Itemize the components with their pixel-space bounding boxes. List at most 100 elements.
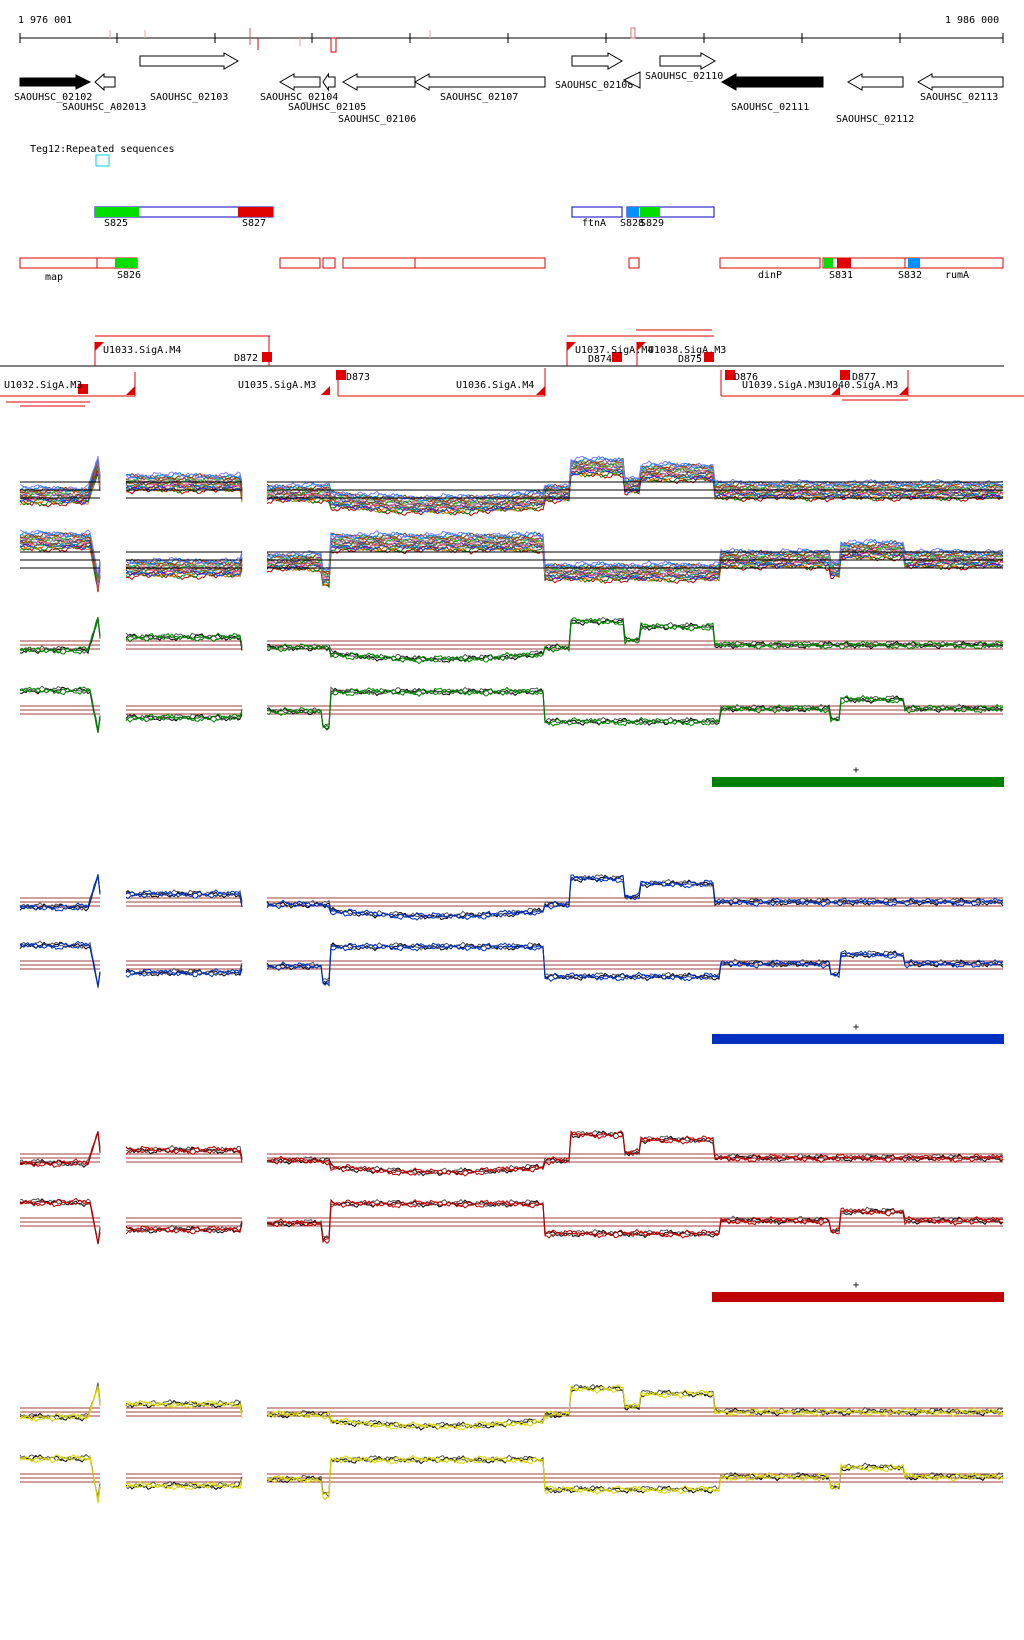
- operon-segment[interactable]: [115, 258, 137, 268]
- gene-arrow[interactable]: [341, 73, 416, 91]
- expression-trace: [125, 1399, 243, 1415]
- promoter-flag[interactable]: [95, 342, 104, 351]
- gene-arrow[interactable]: [139, 52, 240, 70]
- operon-box[interactable]: [279, 257, 321, 269]
- operon-label: map: [45, 272, 63, 283]
- operon-label: S827: [242, 218, 266, 229]
- tu-label: U1040.SigA.M3: [820, 380, 898, 391]
- expression-trace: [19, 686, 101, 731]
- promoter-flag[interactable]: [536, 386, 545, 395]
- operon-label: dinP: [758, 270, 782, 281]
- operon-label: ftnA: [582, 218, 606, 229]
- operon-segment[interactable]: [627, 207, 639, 217]
- gene-arrow[interactable]: [19, 74, 92, 90]
- strand-bar[interactable]: [712, 777, 1004, 787]
- tu-label: U1036.SigA.M4: [456, 380, 534, 391]
- promoter-flag[interactable]: [831, 386, 840, 395]
- expression-trace: [19, 1131, 101, 1167]
- operon-box[interactable]: [322, 257, 336, 269]
- gene-arrow[interactable]: [413, 73, 546, 91]
- expression-trace: [266, 1454, 1004, 1499]
- promoter-flag[interactable]: [321, 386, 330, 395]
- gene-label: SAOUHSC_02110: [645, 71, 723, 82]
- terminator-block[interactable]: [840, 370, 850, 380]
- strand-bar[interactable]: [712, 1292, 1004, 1302]
- operon-box[interactable]: [628, 257, 640, 269]
- expression-trace: [19, 942, 101, 986]
- reverse-strand-plot: [19, 1454, 1004, 1504]
- expression-trace: [19, 1197, 101, 1244]
- forward-strand-plot: [19, 616, 1004, 665]
- ruler-feature-box: [330, 37, 337, 53]
- tu-label: D872: [234, 353, 258, 364]
- expression-trace: [19, 873, 101, 912]
- promoter-flag[interactable]: [637, 342, 646, 351]
- repeat-track: Teg12:Repeated sequences: [30, 144, 175, 167]
- expression-trace: [266, 617, 1004, 663]
- expression-trace: [266, 1130, 1004, 1176]
- operon-box[interactable]: [822, 257, 906, 269]
- gene-arrow[interactable]: [278, 73, 321, 91]
- operon-label: S832: [898, 270, 922, 281]
- forward-strand-plot: [19, 873, 1004, 921]
- expression-trace: [266, 1384, 1004, 1431]
- expression-trace: [266, 1383, 1004, 1430]
- condition-panel: +: [19, 873, 1004, 1044]
- expression-trace: [125, 550, 243, 565]
- expression-trace: [19, 685, 101, 732]
- expression-trace: [125, 889, 243, 907]
- operon-box[interactable]: [904, 257, 1004, 269]
- operon-segment[interactable]: [837, 258, 851, 268]
- ruler-feature-box: [630, 27, 636, 39]
- operon-segment[interactable]: [238, 207, 273, 217]
- gene-arrow[interactable]: [659, 52, 717, 70]
- promoter-flag[interactable]: [567, 342, 576, 351]
- expression-trace: [125, 1144, 243, 1159]
- terminator-block[interactable]: [704, 352, 714, 362]
- terminator-block[interactable]: [336, 370, 346, 380]
- expression-trace: [266, 1384, 1004, 1430]
- gene-arrow[interactable]: [846, 73, 904, 91]
- operon-box[interactable]: [342, 257, 416, 269]
- promoter-flag[interactable]: [899, 386, 908, 395]
- gene-arrow[interactable]: [720, 73, 824, 91]
- gene-arrow[interactable]: [322, 72, 336, 92]
- expression-trace: [19, 618, 101, 655]
- expression-trace: [19, 1197, 101, 1244]
- expression-trace: [266, 459, 1004, 506]
- operon-segment[interactable]: [824, 258, 833, 268]
- operon-box[interactable]: [571, 206, 623, 218]
- condition-track: [19, 455, 1004, 517]
- tu-label: D877: [852, 372, 876, 383]
- operon-label: S829: [640, 218, 664, 229]
- operon-box[interactable]: [719, 257, 821, 269]
- operon-box[interactable]: [414, 257, 546, 269]
- terminator-block[interactable]: [612, 352, 622, 362]
- operon-segment[interactable]: [640, 207, 660, 217]
- gene-arrow[interactable]: [571, 52, 624, 70]
- expression-trace: [125, 569, 243, 579]
- repeat-element[interactable]: [95, 154, 110, 167]
- expression-trace: [125, 1222, 243, 1233]
- operon-segment[interactable]: [908, 258, 920, 268]
- expression-panels: + + +: [19, 455, 1004, 1504]
- gene-label: SAOUHSC_02103: [150, 92, 228, 103]
- forward-strand-plot: [19, 1129, 1004, 1177]
- operon-label: S831: [829, 270, 853, 281]
- terminator-block[interactable]: [262, 352, 272, 362]
- strand-bar[interactable]: [712, 1034, 1004, 1044]
- gene-arrow[interactable]: [916, 73, 1004, 91]
- strand-label: +: [853, 765, 859, 776]
- promoter-flag[interactable]: [126, 386, 135, 395]
- expression-trace: [19, 532, 101, 579]
- operon-box[interactable]: [19, 257, 119, 269]
- gene-label: SAOUHSC_02111: [731, 102, 809, 113]
- operon-segment[interactable]: [95, 207, 139, 217]
- terminator-block[interactable]: [725, 370, 735, 380]
- expression-trace: [19, 1454, 101, 1497]
- expression-trace: [266, 532, 1004, 574]
- terminator-block[interactable]: [78, 384, 88, 394]
- gene-arrow[interactable]: [94, 72, 116, 92]
